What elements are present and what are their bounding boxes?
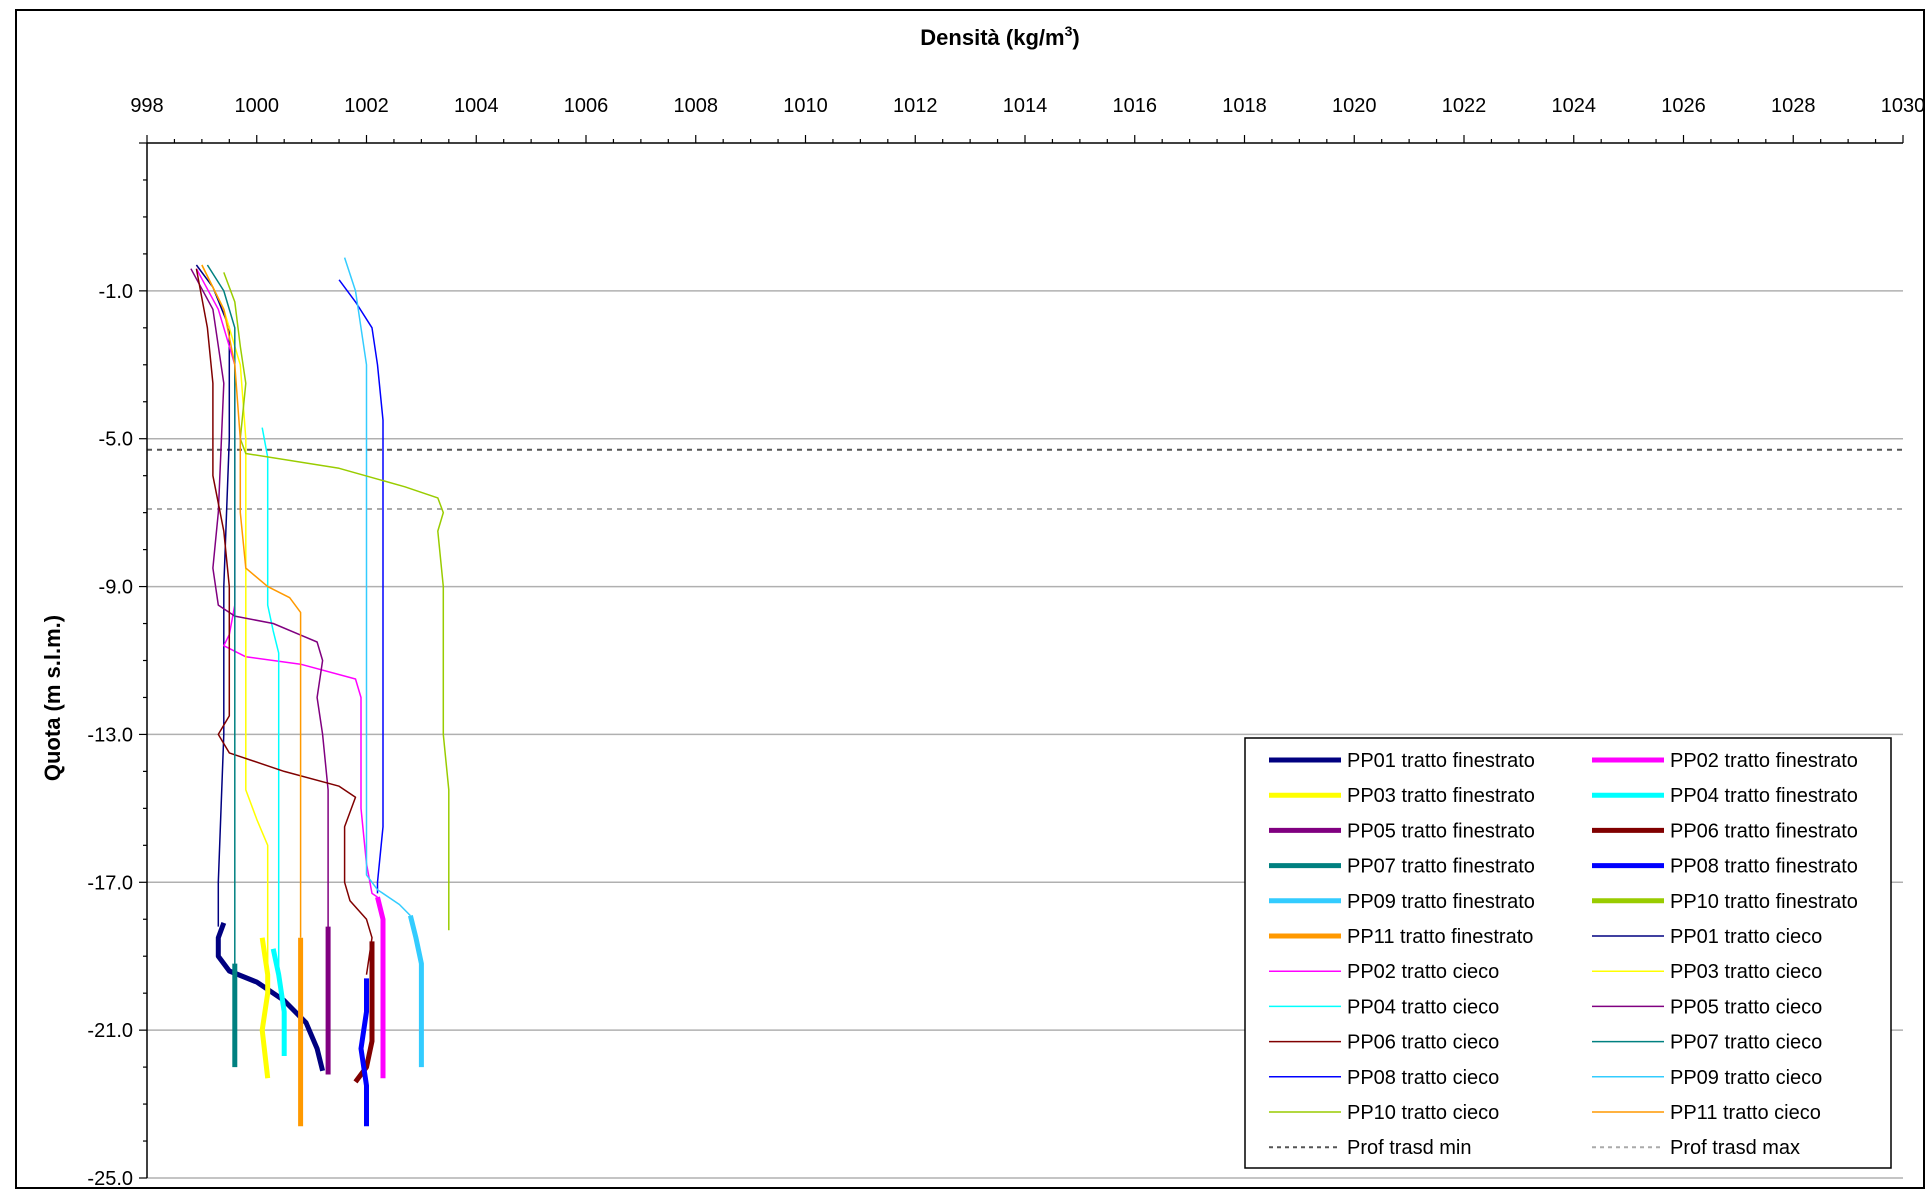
x-tick-label: 1026 bbox=[1661, 95, 1706, 117]
x-tick-label: 1014 bbox=[1003, 95, 1048, 117]
legend-label: PP08 tratto finestrato bbox=[1670, 856, 1858, 878]
legend-label: PP10 tratto cieco bbox=[1347, 1102, 1499, 1124]
x-tick-label: 1028 bbox=[1771, 95, 1816, 117]
legend-label: PP09 tratto cieco bbox=[1670, 1067, 1822, 1089]
x-tick-label: 1024 bbox=[1552, 95, 1597, 117]
legend-label: PP04 tratto finestrato bbox=[1670, 785, 1858, 807]
series-line bbox=[201, 264, 302, 938]
series-line bbox=[195, 264, 231, 927]
series-line bbox=[201, 264, 269, 975]
series-line bbox=[190, 268, 329, 957]
x-tick-label: 998 bbox=[130, 95, 163, 117]
y-tick-label: -17.0 bbox=[87, 872, 133, 894]
legend-label: PP07 tratto finestrato bbox=[1347, 856, 1535, 878]
legend-label: PP10 tratto finestrato bbox=[1670, 891, 1858, 913]
series-line bbox=[358, 978, 369, 1127]
legend-label: PP05 tratto cieco bbox=[1670, 996, 1822, 1018]
legend: PP01 tratto finestrato PP02 tratto finest… bbox=[1244, 737, 1892, 1169]
x-tick-label: 1008 bbox=[674, 95, 719, 117]
series-line bbox=[215, 922, 326, 1072]
legend-label: PP02 tratto finestrato bbox=[1670, 750, 1858, 772]
legend-label: PP01 tratto cieco bbox=[1670, 926, 1822, 948]
legend-box bbox=[1244, 737, 1892, 1169]
series-line bbox=[270, 948, 287, 1056]
legend-label: Prof trasd max bbox=[1670, 1137, 1800, 1159]
y-tick-label: -9.0 bbox=[99, 577, 133, 599]
axes: 998 1000 1002 1004 1006 1008 1010 1012 1014 1016 1… bbox=[87, 95, 1925, 1190]
series-line bbox=[259, 937, 271, 1079]
reference-lines bbox=[147, 448, 1903, 510]
series-line bbox=[261, 427, 280, 983]
y-tick-label: -13.0 bbox=[87, 724, 133, 746]
legend-label: PP08 tratto cieco bbox=[1347, 1067, 1499, 1089]
series-line bbox=[206, 264, 236, 994]
x-tick-label: 1000 bbox=[235, 95, 280, 117]
series-line bbox=[407, 914, 424, 1068]
legend-label: PP04 tratto cieco bbox=[1347, 996, 1499, 1018]
x-tick-label: 1002 bbox=[344, 95, 389, 117]
legend-label: PP11 tratto finestrato bbox=[1347, 926, 1533, 948]
legend-label: PP11 tratto cieco bbox=[1670, 1102, 1821, 1124]
x-tick-label: 1030 bbox=[1881, 95, 1926, 117]
x-axis-title: Densità (kg/m3) bbox=[920, 23, 1079, 50]
y-tick-label: -5.0 bbox=[99, 429, 133, 451]
x-tick-label: 1010 bbox=[783, 95, 828, 117]
series-line bbox=[195, 268, 373, 975]
legend-label: PP09 tratto finestrato bbox=[1347, 891, 1535, 913]
legend-label: PP06 tratto cieco bbox=[1347, 1032, 1499, 1054]
x-tick-label: 1020 bbox=[1332, 95, 1377, 117]
series-line bbox=[338, 279, 384, 894]
legend-label: PP05 tratto finestrato bbox=[1347, 820, 1535, 842]
y-tick-label: -25.0 bbox=[87, 1168, 133, 1190]
x-tick-label: 1018 bbox=[1222, 95, 1267, 117]
x-tick-label: 1016 bbox=[1113, 95, 1158, 117]
y-axis-title: Quota (m s.l.m.) bbox=[40, 615, 65, 781]
y-tick-label: -1.0 bbox=[99, 281, 133, 303]
legend-label: PP03 tratto finestrato bbox=[1347, 785, 1535, 807]
series-line bbox=[223, 272, 450, 931]
legend-label: PP07 tratto cieco bbox=[1670, 1032, 1822, 1054]
x-tick-label: 1022 bbox=[1442, 95, 1487, 117]
series-line bbox=[343, 257, 411, 917]
legend-label: PP03 tratto cieco bbox=[1670, 961, 1822, 983]
legend-label: PP06 tratto finestrato bbox=[1670, 820, 1858, 842]
legend-label: PP02 tratto cieco bbox=[1347, 961, 1499, 983]
y-tick-label: -21.0 bbox=[87, 1020, 133, 1042]
legend-label: PP01 tratto finestrato bbox=[1347, 750, 1535, 772]
x-tick-label: 1012 bbox=[893, 95, 938, 117]
x-tick-label: 1004 bbox=[454, 95, 499, 117]
legend-label: Prof trasd min bbox=[1347, 1137, 1471, 1159]
series-lines bbox=[190, 257, 450, 1127]
series-line bbox=[375, 896, 386, 1079]
x-tick-label: 1006 bbox=[564, 95, 609, 117]
